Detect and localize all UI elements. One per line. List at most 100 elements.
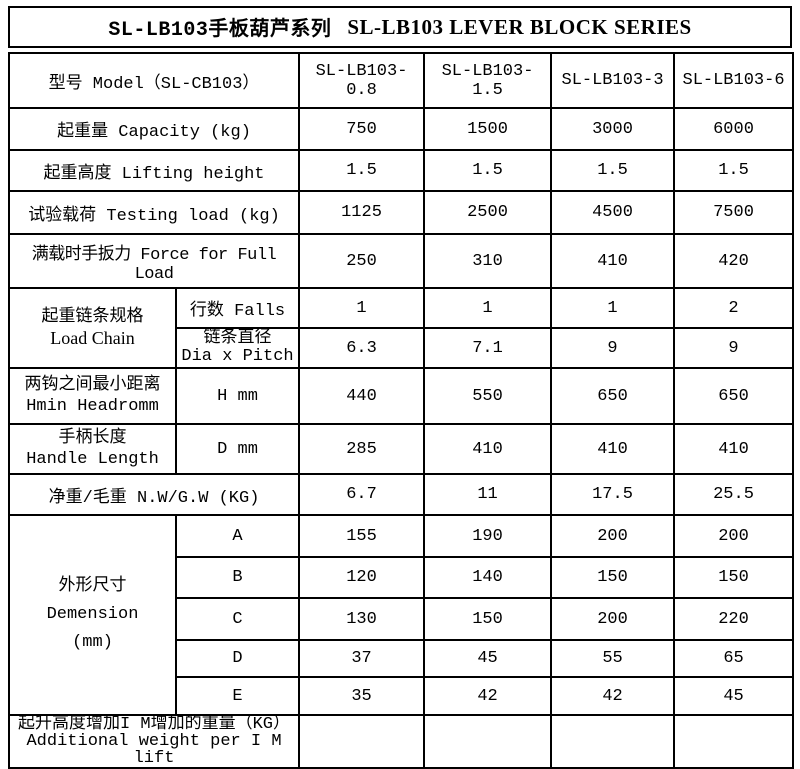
value-cell: 150	[673, 556, 795, 599]
value-cell: 550	[423, 367, 553, 425]
row-load-chain-dia: 链条直径 Dia x Pitch 6.3 7.1 9 9	[9, 327, 795, 369]
additional-weight-label-en: Additional weight per I M lift	[26, 732, 282, 768]
value-cell: 11	[423, 473, 553, 516]
value-cell: 65	[673, 639, 795, 678]
value-cell: 45	[423, 639, 553, 678]
value-cell: 1	[298, 287, 426, 329]
model-column-header: SL-LB103-1.5	[423, 52, 553, 109]
dimension-sub-label: E	[174, 676, 301, 716]
value-cell: 420	[673, 233, 795, 289]
row-force-full-load: 满载时手扳力 Force for Full Load 250 310 410 4…	[7, 233, 795, 289]
value-cell: 200	[550, 597, 676, 641]
value-cell: 35	[298, 676, 426, 716]
row-capacity: 起重量 Capacity (kg) 750 1500 3000 6000	[7, 107, 795, 151]
value-cell: 750	[298, 107, 426, 151]
model-row-label: 型号 Model（SL-CB103）	[7, 52, 301, 109]
value-cell: 410	[550, 233, 676, 289]
row-net-gross-weight: 净重/毛重 N.W/G.W (KG) 6.7 11 17.5 25.5	[7, 473, 795, 516]
dimension-group-label: 外形尺寸 Demension (mm)	[8, 514, 177, 716]
capacity-label: 起重量 Capacity (kg)	[7, 107, 301, 151]
lifting-height-label: 起重高度 Lifting height	[7, 149, 301, 192]
value-cell: 55	[550, 639, 676, 678]
value-cell: 120	[298, 556, 426, 599]
value-cell: 1	[550, 287, 676, 329]
value-cell: 45	[673, 676, 795, 716]
value-cell: 4500	[550, 190, 676, 235]
value-cell: 140	[423, 556, 553, 599]
dimension-label-en: Demension	[46, 605, 139, 624]
value-cell: 250	[298, 233, 426, 289]
row-dimension-b: B 120 140 150 150	[9, 556, 795, 599]
dia-pitch-label: 链条直径 Dia x Pitch	[174, 327, 301, 369]
value-cell: 410	[550, 423, 676, 475]
value-cell: 6.3	[298, 327, 426, 369]
row-additional-weight: 起升高度增加I M增加的重量（KG） Additional weight per…	[7, 714, 795, 769]
value-cell: 1.5	[423, 149, 553, 192]
value-cell: 1125	[298, 190, 426, 235]
dimension-sub-label: D	[174, 639, 301, 678]
value-cell: 7.1	[423, 327, 553, 369]
headroom-label-en: Hmin Headromm	[26, 397, 159, 416]
load-chain-label-cn: 起重链条规格	[41, 308, 144, 327]
value-cell: 1.5	[298, 149, 426, 192]
value-cell: 310	[423, 233, 553, 289]
row-testing-load: 试验载荷 Testing load (kg) 1125 2500 4500 75…	[7, 190, 795, 235]
table-title: SL-LB103手板葫芦系列 SL-LB103 LEVER BLOCK SERI…	[8, 6, 792, 48]
handle-length-label-cn: 手柄长度	[58, 429, 127, 448]
row-dimension-d: D 37 45 55 65	[9, 639, 795, 678]
row-dimension-c: C 130 150 200 220	[9, 597, 795, 641]
dimension-sub-label: A	[174, 514, 301, 558]
headroom-label: 两钩之间最小距离 Hmin Headromm	[8, 367, 177, 425]
row-handle-length: 手柄长度 Handle Length D mm 285 410 410 410	[8, 423, 795, 475]
value-cell: 440	[298, 367, 426, 425]
testing-load-label: 试验载荷 Testing load (kg)	[7, 190, 301, 235]
value-cell: 150	[550, 556, 676, 599]
row-load-chain-falls: 起重链条规格 Load Chain 行数 Falls 1 1 1 2	[8, 287, 795, 369]
headroom-label-cn: 两钩之间最小距离	[24, 376, 161, 395]
value-cell: 190	[423, 514, 553, 558]
value-cell: 650	[550, 367, 676, 425]
model-column-header: SL-LB103-0.8	[298, 52, 426, 109]
headroom-sub-label: H mm	[174, 367, 301, 425]
row-headroom: 两钩之间最小距离 Hmin Headromm H mm 440 550 650 …	[8, 367, 795, 425]
value-cell: 220	[673, 597, 795, 641]
value-cell: 3000	[550, 107, 676, 151]
dimension-sub-label: C	[174, 597, 301, 641]
row-lifting-height: 起重高度 Lifting height 1.5 1.5 1.5 1.5	[7, 149, 795, 192]
value-cell: 1	[423, 287, 553, 329]
model-column-header: SL-LB103-6	[673, 52, 795, 109]
value-cell: 25.5	[673, 473, 795, 516]
empty-cell	[423, 714, 553, 769]
value-cell: 1.5	[673, 149, 795, 192]
additional-weight-label: 起升高度增加I M增加的重量（KG） Additional weight per…	[7, 714, 301, 769]
value-cell: 17.5	[550, 473, 676, 516]
model-column-header: SL-LB103-3	[550, 52, 676, 109]
value-cell: 410	[423, 423, 553, 475]
value-cell: 37	[298, 639, 426, 678]
value-cell: 1.5	[550, 149, 676, 192]
additional-weight-label-cn: 起升高度增加I M增加的重量（KG）	[18, 715, 291, 734]
title-english: SL-LB103 LEVER BLOCK SERIES	[347, 14, 692, 39]
dimension-label-unit: (mm)	[72, 633, 113, 652]
empty-cell	[550, 714, 676, 769]
row-dimension-a: 外形尺寸 Demension (mm) A 155 190 200 200	[8, 514, 795, 716]
value-cell: 1500	[423, 107, 553, 151]
title-chinese: SL-LB103手板葫芦系列	[108, 19, 332, 42]
empty-cell	[673, 714, 795, 769]
handle-length-label-en: Handle Length	[26, 450, 159, 469]
value-cell: 285	[298, 423, 426, 475]
value-cell: 6.7	[298, 473, 426, 516]
value-cell: 42	[550, 676, 676, 716]
value-cell: 6000	[673, 107, 795, 151]
value-cell: 200	[550, 514, 676, 558]
value-cell: 7500	[673, 190, 795, 235]
value-cell: 130	[298, 597, 426, 641]
value-cell: 200	[673, 514, 795, 558]
dia-pitch-label-en: Dia x Pitch	[181, 347, 294, 366]
value-cell: 9	[673, 327, 795, 369]
value-cell: 410	[673, 423, 795, 475]
empty-cell	[298, 714, 426, 769]
handle-length-sub-label: D mm	[174, 423, 301, 475]
value-cell: 9	[550, 327, 676, 369]
value-cell: 155	[298, 514, 426, 558]
